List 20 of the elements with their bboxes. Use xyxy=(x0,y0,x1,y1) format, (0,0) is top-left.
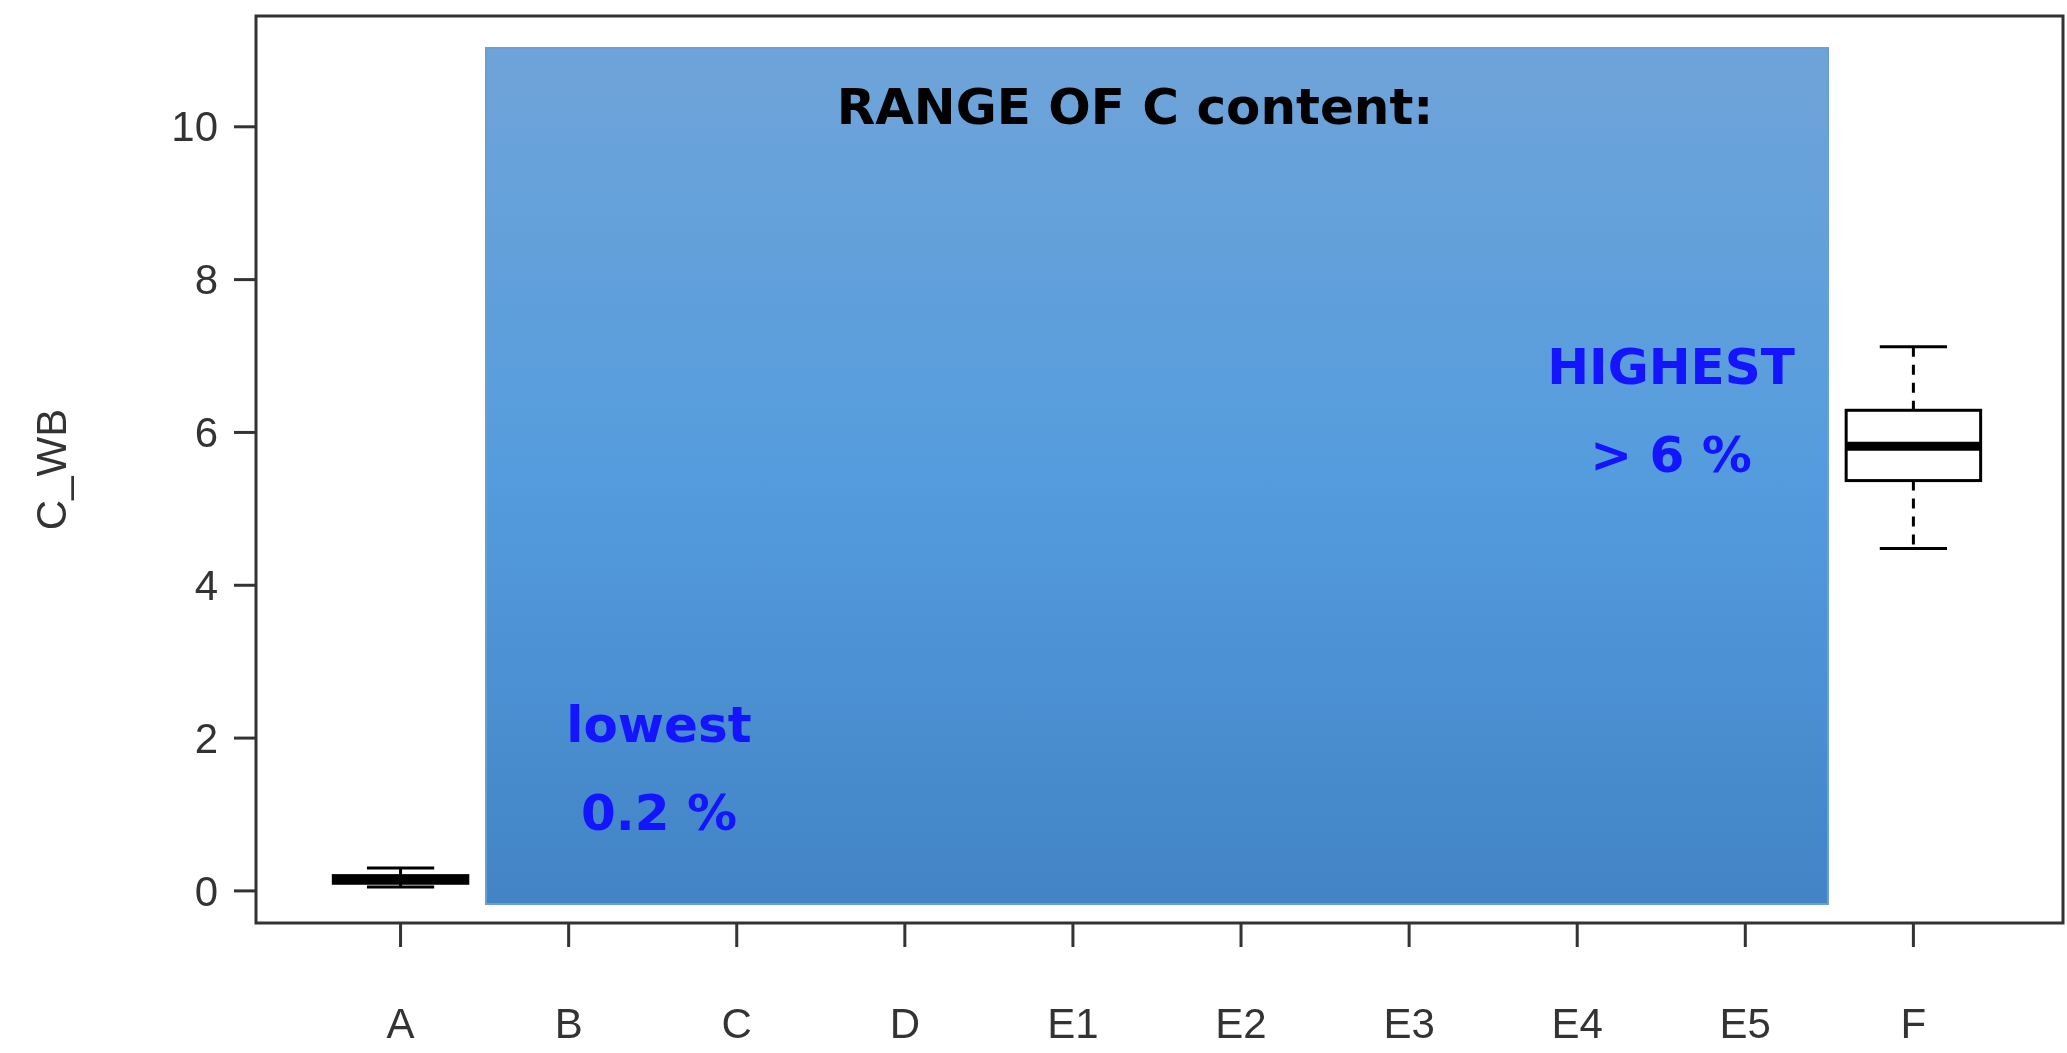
x-tick-label: A xyxy=(386,1000,415,1047)
x-tick-label: B xyxy=(554,1000,583,1047)
annotation: HIGHEST > 6 % xyxy=(1547,338,1795,484)
y-tick-label: 4 xyxy=(194,561,218,609)
x-tick-label: E1 xyxy=(1047,1000,1099,1047)
y-axis-title: C_WB xyxy=(28,408,75,531)
y-tick-label: 0 xyxy=(194,867,218,915)
y-tick-label: 10 xyxy=(171,103,218,151)
x-tick-label: E2 xyxy=(1215,1000,1267,1047)
annotation: RANGE OF C content: xyxy=(836,78,1434,136)
x-tick-label: E4 xyxy=(1551,1000,1603,1047)
x-tick-label: D xyxy=(889,1000,921,1047)
x-tick-label: E5 xyxy=(1719,1000,1771,1047)
x-tick-label: E3 xyxy=(1383,1000,1435,1047)
y-tick-label: 8 xyxy=(194,256,218,304)
y-tick-label: 2 xyxy=(194,714,218,762)
x-tick-label: C xyxy=(721,1000,752,1047)
y-tick-label: 6 xyxy=(194,409,218,457)
x-tick-label: F xyxy=(1900,1000,1927,1047)
annotation: lowest 0.2 % xyxy=(566,696,752,842)
